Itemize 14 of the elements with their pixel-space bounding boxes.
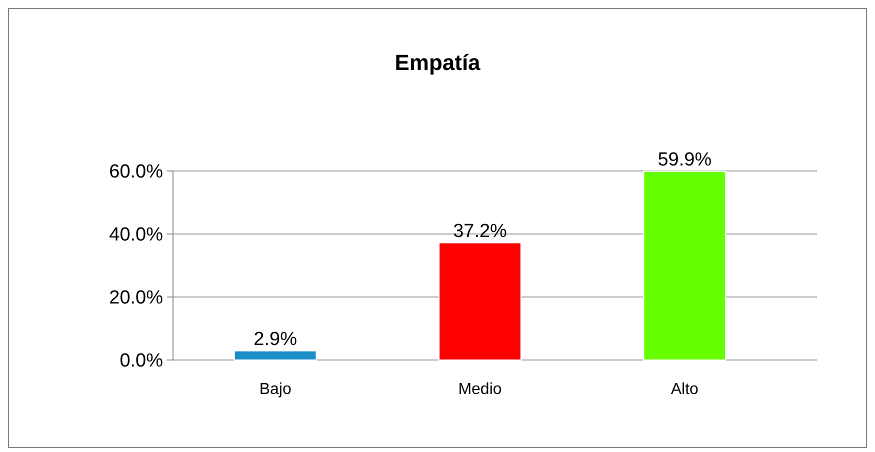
data-label: 2.9% xyxy=(254,328,298,350)
y-tick-label: 0.0% xyxy=(120,350,164,372)
chart-title: Empatía xyxy=(394,50,482,75)
y-tick-label: 40.0% xyxy=(109,224,164,246)
bar xyxy=(234,350,317,360)
y-tick-label: 60.0% xyxy=(109,162,164,183)
bar xyxy=(643,170,726,360)
x-tick-label: Bajo xyxy=(259,381,292,398)
y-tick-label: 20.0% xyxy=(109,288,164,309)
data-label: 59.9% xyxy=(658,149,712,170)
data-label: 37.2% xyxy=(453,220,508,242)
bar xyxy=(438,242,522,360)
x-tick-label: Alto xyxy=(670,381,699,398)
x-tick-label: Medio xyxy=(458,381,502,398)
